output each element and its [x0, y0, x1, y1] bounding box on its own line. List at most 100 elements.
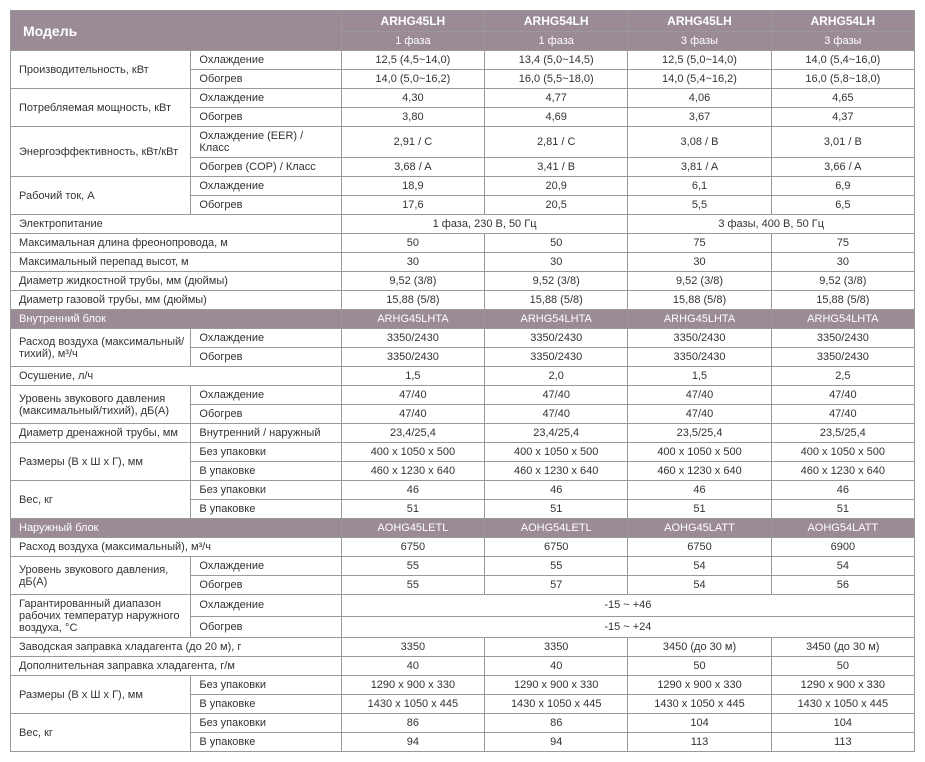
cell: 6,5 [771, 196, 914, 215]
cell: 6750 [341, 538, 484, 557]
cell: 113 [628, 733, 771, 752]
cell: 3,67 [628, 108, 771, 127]
table-row: Потребляемая мощность, кВт Охлаждение 4,… [11, 89, 915, 108]
cell: 51 [771, 500, 914, 519]
label-heat: Обогрев [191, 405, 341, 424]
label-precharge: Заводская заправка хладагента (до 20 м),… [11, 638, 342, 657]
cell: 54 [628, 576, 771, 595]
cell: 15,88 (5/8) [485, 291, 628, 310]
cell: 2,5 [771, 367, 914, 386]
cell: ARHG45LHTA [341, 310, 484, 329]
cell: 13,4 (5,0~14,5) [485, 51, 628, 70]
header-row: Модель ARHG45LH ARHG54LH ARHG45LH ARHG54… [11, 11, 915, 32]
table-row: Диаметр дренажной трубы, мм Внутренний /… [11, 424, 915, 443]
cell: 2,0 [485, 367, 628, 386]
cell: 3450 (до 30 м) [771, 638, 914, 657]
table-row: Заводская заправка хладагента (до 20 м),… [11, 638, 915, 657]
label-cool: Охлаждение [191, 557, 341, 576]
label-packed: В упаковке [191, 462, 341, 481]
cell: 30 [485, 253, 628, 272]
cell: 17,6 [341, 196, 484, 215]
cell: 1430 x 1050 x 445 [628, 695, 771, 714]
cell: 15,88 (5/8) [771, 291, 914, 310]
cell: 1,5 [628, 367, 771, 386]
table-row: Диаметр жидкостной трубы, мм (дюймы) 9,5… [11, 272, 915, 291]
cell: 51 [628, 500, 771, 519]
cell: 50 [771, 657, 914, 676]
cell: 1,5 [341, 367, 484, 386]
label-max-drop: Максимальный перепад высот, м [11, 253, 342, 272]
col-3-name: ARHG54LH [771, 11, 914, 32]
table-row: Максимальный перепад высот, м 30 30 30 3… [11, 253, 915, 272]
cell: 30 [628, 253, 771, 272]
cell: 23,4/25,4 [485, 424, 628, 443]
cell: 3,81 / A [628, 158, 771, 177]
label-cool: Охлаждение [191, 329, 341, 348]
cell: 56 [771, 576, 914, 595]
cell: 75 [771, 234, 914, 253]
label-gas-d: Диаметр газовой трубы, мм (дюймы) [11, 291, 342, 310]
cell: 14,0 (5,4~16,0) [771, 51, 914, 70]
cell: 3350/2430 [341, 329, 484, 348]
label-unpacked: Без упаковки [191, 676, 341, 695]
cell: 6750 [628, 538, 771, 557]
cell: 40 [341, 657, 484, 676]
cell: 9,52 (3/8) [771, 272, 914, 291]
cell: 460 x 1230 x 640 [485, 462, 628, 481]
cell: 113 [771, 733, 914, 752]
cell: ARHG45LHTA [628, 310, 771, 329]
cell: 50 [341, 234, 484, 253]
cell: 3350/2430 [485, 329, 628, 348]
cell: -15 ~ +24 [341, 616, 914, 638]
label-power-in: Потребляемая мощность, кВт [11, 89, 191, 127]
col-0-name: ARHG45LH [341, 11, 484, 32]
cell: 5,5 [628, 196, 771, 215]
cell: 23,5/25,4 [771, 424, 914, 443]
cell: 6900 [771, 538, 914, 557]
model-header: Модель [11, 11, 342, 51]
table-row: Уровень звукового давления, дБ(А) Охлажд… [11, 557, 915, 576]
cell: 47/40 [771, 386, 914, 405]
label-unpacked: Без упаковки [191, 443, 341, 462]
cell: 104 [771, 714, 914, 733]
table-row: Рабочий ток, А Охлаждение 18,9 20,9 6,1 … [11, 177, 915, 196]
cell: -15 ~ +46 [341, 595, 914, 617]
label-heat: Обогрев [191, 70, 341, 89]
cell: 54 [628, 557, 771, 576]
label-op-range: Гарантированный диапазон рабочих темпера… [11, 595, 191, 638]
table-row: Расход воздуха (максимальный/тихий), м³/… [11, 329, 915, 348]
cell: 3350 [341, 638, 484, 657]
col-1-phase: 1 фаза [485, 32, 628, 51]
cell: 94 [341, 733, 484, 752]
cell: 20,9 [485, 177, 628, 196]
cell: 3,08 / B [628, 127, 771, 158]
cell: 23,5/25,4 [628, 424, 771, 443]
cell: 4,77 [485, 89, 628, 108]
cell: 1290 x 900 x 330 [341, 676, 484, 695]
cell: 47/40 [485, 386, 628, 405]
table-row: Вес, кг Без упаковки 46 46 46 46 [11, 481, 915, 500]
cell: AOHG54LETL [485, 519, 628, 538]
label-cop: Обогрев (COP) / Класс [191, 158, 341, 177]
cell: 1 фаза, 230 В, 50 Гц [341, 215, 628, 234]
cell: 55 [341, 576, 484, 595]
label-cool: Охлаждение [191, 386, 341, 405]
label-packed: В упаковке [191, 500, 341, 519]
cell: 3,66 / A [771, 158, 914, 177]
label-heat: Обогрев [191, 616, 341, 638]
label-spl-out: Уровень звукового давления, дБ(А) [11, 557, 191, 595]
cell: 51 [341, 500, 484, 519]
cell: 23,4/25,4 [341, 424, 484, 443]
cell: 47/40 [771, 405, 914, 424]
cell: 460 x 1230 x 640 [628, 462, 771, 481]
cell: 3,68 / A [341, 158, 484, 177]
cell: 460 x 1230 x 640 [771, 462, 914, 481]
cell: 3350 [485, 638, 628, 657]
cell: 1290 x 900 x 330 [771, 676, 914, 695]
cell: 460 x 1230 x 640 [341, 462, 484, 481]
cell: 400 x 1050 x 500 [485, 443, 628, 462]
cell: 30 [771, 253, 914, 272]
table-row: Гарантированный диапазон рабочих темпера… [11, 595, 915, 617]
cell: 6750 [485, 538, 628, 557]
cell: 104 [628, 714, 771, 733]
